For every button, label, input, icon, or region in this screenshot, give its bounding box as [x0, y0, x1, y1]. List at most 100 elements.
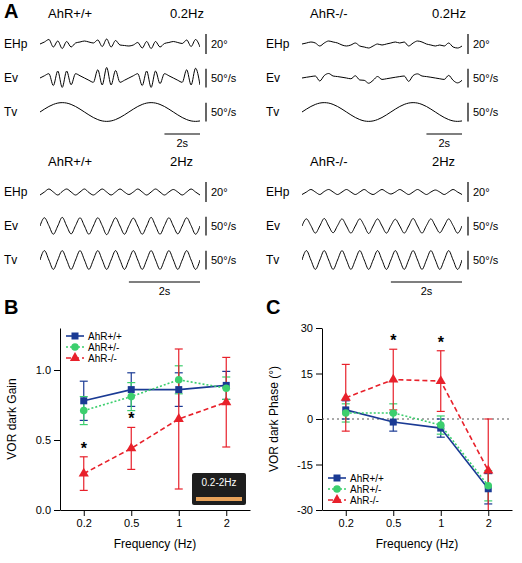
- error-cap: [127, 382, 135, 383]
- error-cap: [175, 348, 183, 349]
- trace-label: Ev: [4, 219, 18, 233]
- marker: [79, 468, 89, 477]
- trace-panel: AhR-/-2HzEHp20°Ev50°/sTv50°/s2s: [266, 154, 499, 297]
- freq-panel: C-30-15015300.20.512Frequency (Hz)VOR da…: [266, 296, 513, 551]
- annotation: *: [81, 440, 88, 457]
- trace-line: [40, 68, 200, 88]
- scale-bar: [205, 217, 206, 236]
- scale-bar-label: 20°: [211, 186, 228, 198]
- axis-line: [323, 510, 513, 511]
- trace-plot: [40, 39, 200, 49]
- trace-plot: [302, 219, 462, 234]
- y-tick: 1.0: [36, 364, 60, 376]
- trace-line: [40, 39, 200, 49]
- trace-label: EHp: [266, 185, 290, 199]
- scale-bar: [467, 34, 468, 54]
- tick-label: 0.2: [77, 517, 92, 529]
- y-tick: 15: [301, 368, 322, 380]
- tick-mark: [346, 510, 347, 516]
- series-line: [346, 380, 489, 471]
- marker: [127, 393, 135, 401]
- trace-line: [302, 74, 462, 84]
- error-cap: [127, 469, 135, 470]
- panel-label: B: [4, 296, 18, 318]
- trace-line: [302, 190, 462, 195]
- legend-marker: [332, 494, 342, 503]
- error-cap: [80, 396, 88, 397]
- tick-label: 0.5: [124, 517, 139, 529]
- error-bar: [80, 397, 88, 425]
- trace-line: [40, 217, 200, 234]
- panel-subtitle: 2Hz: [432, 154, 455, 169]
- error-stem: [488, 419, 489, 510]
- scale-bar: [205, 34, 206, 54]
- tick-mark: [179, 510, 180, 516]
- marker: [484, 482, 492, 490]
- legend-label: AhR-/-: [350, 495, 379, 506]
- trace-plot: [302, 103, 462, 122]
- marker: [80, 397, 87, 404]
- marker: [222, 384, 230, 392]
- tick-label: 1: [438, 517, 444, 529]
- x-tick: 1: [176, 510, 182, 529]
- time-bar-label: 2s: [421, 285, 433, 297]
- time-bar-label: 2s: [176, 137, 188, 149]
- trace-plot: [40, 68, 200, 88]
- marker: [437, 421, 445, 429]
- plot-area: [79, 349, 232, 490]
- tick-mark: [441, 510, 442, 516]
- marker: [126, 443, 136, 452]
- error-cap: [222, 446, 230, 447]
- marker: [483, 465, 493, 474]
- trace-plot: [302, 74, 462, 84]
- marker: [175, 376, 183, 384]
- tick-label: 1.0: [36, 364, 51, 376]
- series-line: [84, 402, 227, 473]
- trace-plot: [302, 251, 462, 270]
- scale-bar-label: 50°/s: [473, 254, 499, 266]
- legend-label: AhR+/+: [350, 473, 384, 484]
- scale-bar-label: 20°: [473, 38, 490, 50]
- x-tick: 0.5: [124, 510, 139, 529]
- error-cap: [437, 415, 445, 416]
- scale-bar: [467, 69, 468, 88]
- trace-panel: AhR+/+2HzEHp20°Ev50°/sTv50°/s2s: [4, 154, 237, 297]
- trace-label: Tv: [266, 105, 279, 119]
- error-cap: [484, 418, 492, 419]
- trace-label: Ev: [266, 71, 280, 85]
- panel-title: AhR+/+: [48, 154, 92, 169]
- x-tick: 0.2: [339, 510, 354, 529]
- panel-subtitle: 2Hz: [170, 154, 193, 169]
- trace-panel: AAhR+/+0.2HzEHp20°Ev50°/sTv50°/s2s: [4, 0, 237, 149]
- trace-label: Ev: [266, 219, 280, 233]
- marker: [342, 409, 350, 417]
- tick-label: 0.0: [36, 504, 51, 516]
- y-axis-title: VOR dark Gain: [5, 378, 19, 459]
- time-bar-label: 2s: [159, 285, 171, 297]
- panel-subtitle: 0.2Hz: [432, 6, 466, 21]
- scale-bar: [205, 182, 206, 202]
- tick-mark: [226, 510, 227, 516]
- tick-mark: [316, 510, 322, 511]
- axis-line: [61, 510, 251, 511]
- legend-marker: [72, 333, 79, 340]
- error-cap: [437, 437, 445, 438]
- tick-label: 2: [224, 517, 230, 529]
- error-cap: [80, 490, 88, 491]
- series-line: [84, 385, 227, 400]
- error-cap: [80, 381, 88, 382]
- error-bar: [127, 383, 135, 411]
- x-tick: 0.2: [77, 510, 92, 529]
- y-tick: -30: [297, 504, 322, 516]
- inset-box: [192, 473, 246, 505]
- marker: [80, 407, 88, 415]
- scale-bar-label: 50°/s: [211, 72, 237, 84]
- x-axis-title: Frequency (Hz): [376, 537, 459, 551]
- tick-mark: [131, 510, 132, 516]
- time-bar: [391, 281, 462, 282]
- panel-subtitle: 0.2Hz: [170, 6, 204, 21]
- tick-label: 30: [301, 322, 313, 334]
- trace-line: [302, 41, 462, 48]
- x-tick: 1: [438, 510, 444, 529]
- time-bar: [426, 133, 462, 134]
